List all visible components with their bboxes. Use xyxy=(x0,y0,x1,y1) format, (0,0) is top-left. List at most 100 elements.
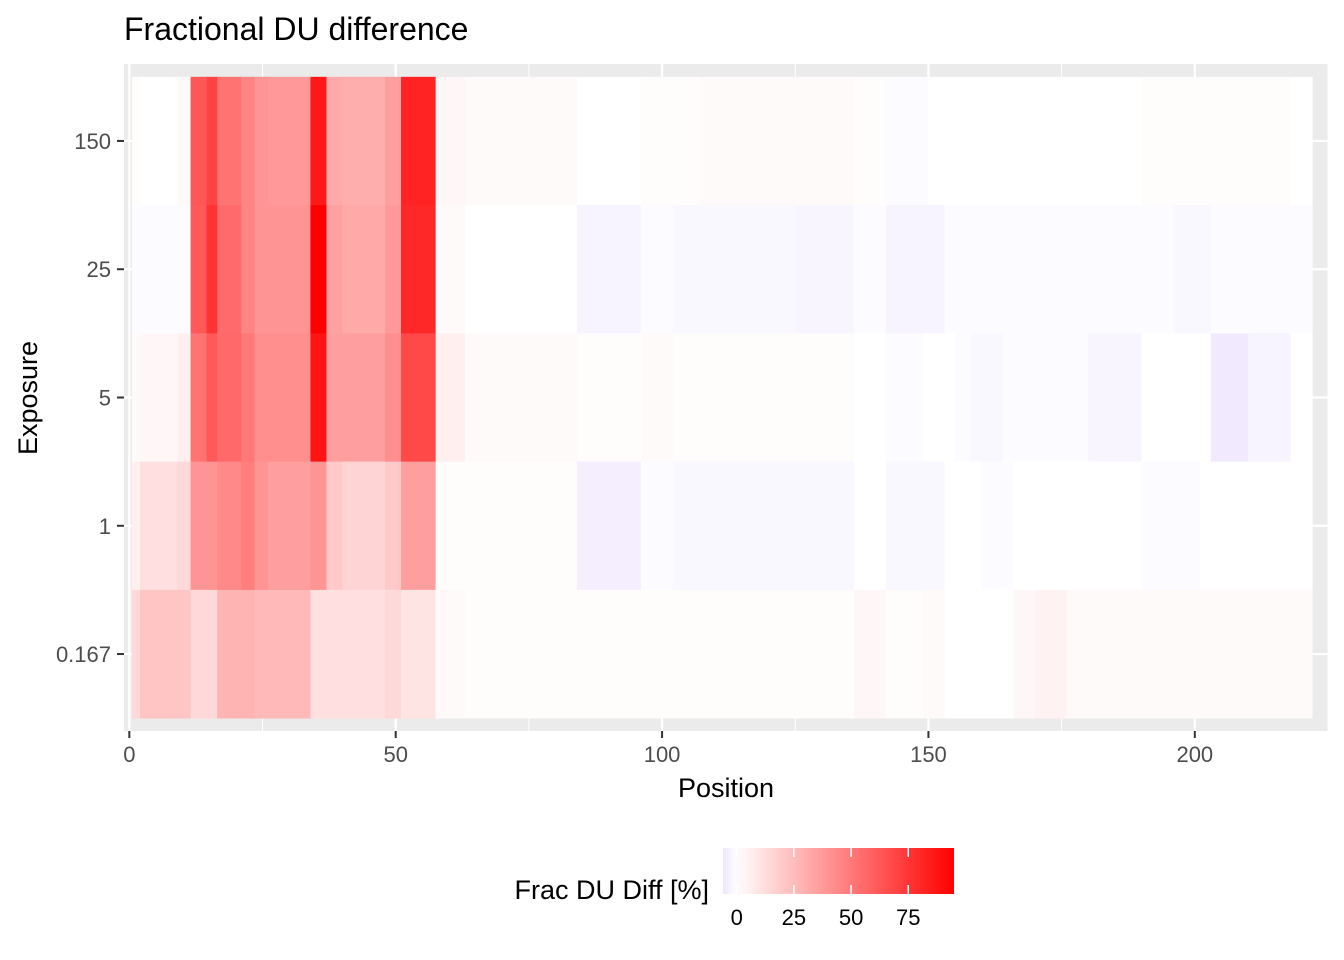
heatmap-cell xyxy=(310,333,328,463)
heatmap-cell xyxy=(1290,76,1313,206)
heatmap-cell xyxy=(640,333,674,463)
heatmap-cell xyxy=(326,333,344,463)
y-tick-label: 150 xyxy=(74,129,111,154)
heatmap-cell xyxy=(1210,333,1249,463)
heatmap-cell xyxy=(1290,461,1313,591)
heatmap-cell xyxy=(464,76,578,206)
heatmap-cell xyxy=(1210,205,1313,334)
heatmap-cell xyxy=(342,461,386,591)
heatmap-cell xyxy=(435,76,466,206)
heatmap-cell xyxy=(464,333,578,463)
heatmap-cell xyxy=(241,461,256,591)
heatmap-cell xyxy=(401,333,437,463)
heatmap-cell xyxy=(310,589,386,719)
heatmap-cell xyxy=(254,461,269,591)
heatmap-cell xyxy=(131,333,141,463)
y-tick-label: 0.167 xyxy=(56,642,111,667)
heatmap-cell xyxy=(177,333,192,463)
heatmap-cell xyxy=(217,589,256,719)
heatmap-cell xyxy=(435,333,466,463)
heatmap-cell xyxy=(1066,589,1313,719)
heatmap-cell xyxy=(672,333,855,463)
heatmap-cell xyxy=(131,461,141,591)
heatmap-cell xyxy=(1088,333,1143,463)
heatmap-cell xyxy=(885,76,930,206)
x-axis: 0 50 100 150 200 xyxy=(123,731,1213,767)
heatmap-cell xyxy=(385,589,402,719)
heatmap-cell xyxy=(795,205,855,334)
heatmap-cell xyxy=(267,76,312,206)
heatmap-cell xyxy=(241,205,256,334)
heatmap-cell xyxy=(241,333,256,463)
heatmap-cell xyxy=(190,205,208,334)
heatmap-cell xyxy=(131,76,141,206)
heatmap-cell xyxy=(139,333,178,463)
heatmap-cell xyxy=(385,205,402,334)
heatmap-cell xyxy=(981,461,1015,591)
heatmap-cell xyxy=(1248,333,1292,463)
y-tick-label: 25 xyxy=(87,257,111,282)
x-tick-label: 0 xyxy=(123,742,135,767)
heatmap-cell xyxy=(190,333,208,463)
heatmap-cell xyxy=(241,76,256,206)
heatmap-cell xyxy=(885,461,946,591)
heatmap-cell xyxy=(217,461,242,591)
heatmap-cell xyxy=(206,333,218,463)
heatmap-cell xyxy=(885,333,924,463)
heatmap-cell xyxy=(944,205,1015,334)
heatmap-cell xyxy=(217,205,242,334)
x-axis-title: Position xyxy=(678,773,774,803)
heatmap-cell xyxy=(1141,333,1212,463)
heatmap-cell xyxy=(1173,205,1212,334)
heatmap-cell xyxy=(342,76,386,206)
heatmap-cell xyxy=(177,76,192,206)
heatmap-cell xyxy=(640,205,674,334)
heatmap-cells xyxy=(131,76,1313,719)
chart-title: Fractional DU difference xyxy=(124,11,468,47)
heatmap-cell xyxy=(923,333,956,463)
heatmap-cell xyxy=(385,461,402,591)
legend-ticks: 0 25 50 75 xyxy=(731,848,920,930)
heatmap-cell xyxy=(955,333,972,463)
heatmap-cell xyxy=(853,76,887,206)
heatmap-cell xyxy=(885,589,924,719)
y-axis: 0.167 1 5 25 150 xyxy=(56,129,124,667)
heatmap-cell xyxy=(139,76,178,206)
heatmap-cell xyxy=(267,205,312,334)
heatmap-cell xyxy=(464,205,578,334)
heatmap-cell xyxy=(672,461,855,591)
y-tick-label: 5 xyxy=(99,386,111,411)
x-tick-label: 50 xyxy=(383,742,407,767)
heatmap-cell xyxy=(853,589,887,719)
heatmap-cell xyxy=(1200,461,1292,591)
heatmap-cell xyxy=(190,461,218,591)
heatmap-cell xyxy=(1034,589,1068,719)
heatmap-cell xyxy=(576,333,642,463)
heatmap-cell xyxy=(576,76,642,206)
heatmap-cell xyxy=(1013,205,1175,334)
heatmap-cell xyxy=(254,76,269,206)
heatmap-cell xyxy=(326,205,344,334)
heatmap-cell xyxy=(944,461,983,591)
heatmap-cell xyxy=(254,589,312,719)
heatmap-cell xyxy=(131,589,141,719)
heatmap-cell xyxy=(310,461,328,591)
heatmap-cell xyxy=(190,589,218,719)
legend-tick-label: 50 xyxy=(839,905,863,930)
heatmap-cell xyxy=(576,205,642,334)
heatmap-cell xyxy=(971,333,1004,463)
heatmap-cell xyxy=(1141,76,1292,206)
heatmap-cell xyxy=(853,461,887,591)
heatmap-cell xyxy=(139,589,192,719)
heatmap-cell xyxy=(944,589,1015,719)
color-legend: Frac DU Diff [%] 0 25 50 75 xyxy=(514,848,954,930)
y-tick-label: 1 xyxy=(99,514,111,539)
heatmap-cell xyxy=(464,589,855,719)
legend-colorbar xyxy=(723,848,954,894)
heatmap-cell xyxy=(699,76,855,206)
heatmap-cell xyxy=(217,76,242,206)
legend-tick-label: 0 xyxy=(731,905,743,930)
heatmap-cell xyxy=(267,461,312,591)
heatmap-cell xyxy=(885,205,946,334)
